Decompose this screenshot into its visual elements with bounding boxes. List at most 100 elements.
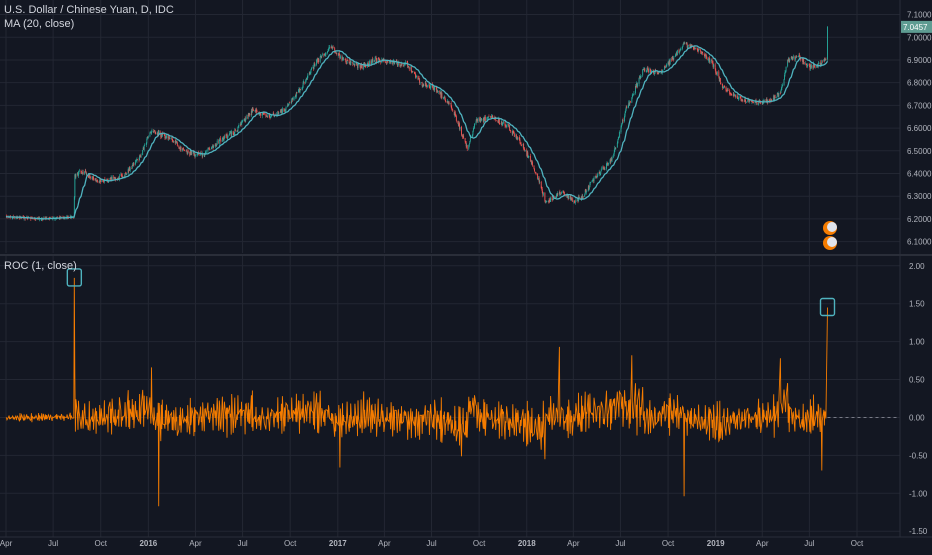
candle	[140, 155, 142, 158]
candle	[635, 85, 637, 87]
candle	[298, 88, 300, 90]
candle	[180, 146, 182, 151]
candle	[356, 63, 358, 65]
candle	[113, 177, 115, 179]
candle	[802, 59, 804, 62]
candle	[792, 56, 794, 58]
price-tick-label: 6.4000	[907, 170, 932, 179]
candle	[596, 176, 598, 178]
candle	[680, 48, 681, 51]
candle	[472, 130, 474, 135]
candle	[545, 201, 547, 203]
candle	[410, 67, 412, 70]
candle	[646, 69, 648, 72]
candle	[778, 92, 780, 97]
candle	[512, 130, 514, 134]
candle	[733, 93, 735, 96]
candle	[172, 140, 174, 143]
x-tick-label: Apr	[189, 539, 202, 548]
candle	[232, 130, 234, 135]
candle	[407, 62, 409, 68]
candle	[164, 136, 166, 139]
candle	[555, 197, 557, 199]
candle	[19, 217, 20, 219]
candle	[599, 173, 601, 174]
candle	[372, 60, 374, 62]
candle	[589, 183, 591, 188]
candle	[567, 195, 569, 198]
candle	[215, 144, 217, 146]
roc-legend[interactable]: ROC (1, close)	[4, 260, 77, 272]
candle	[679, 50, 681, 52]
candle	[825, 58, 827, 60]
candle	[324, 54, 326, 56]
candle	[495, 120, 497, 121]
ma-legend[interactable]: MA (20, close)	[4, 18, 75, 30]
candle	[136, 159, 138, 162]
candle	[280, 111, 282, 113]
candle	[167, 135, 169, 139]
candle	[466, 145, 468, 150]
candle	[752, 101, 754, 103]
candle	[823, 59, 825, 62]
candle	[723, 85, 725, 88]
candle	[789, 58, 791, 61]
candle	[638, 77, 640, 85]
candle	[164, 135, 166, 139]
candle	[657, 72, 659, 74]
candle	[193, 153, 195, 156]
candle	[251, 110, 253, 113]
candle	[147, 137, 149, 139]
symbol-title[interactable]: U.S. Dollar / Chinese Yuan, D, IDC	[4, 4, 174, 16]
candle	[668, 62, 670, 65]
roc-line	[5, 277, 828, 507]
candle	[479, 118, 481, 121]
candle	[437, 91, 439, 93]
candle	[189, 151, 191, 156]
candle	[429, 88, 431, 89]
candle	[128, 169, 130, 172]
candle	[266, 115, 268, 117]
roc-tick-label: 0.00	[909, 413, 925, 422]
candle	[443, 96, 445, 98]
candle	[801, 59, 803, 61]
candle	[406, 61, 408, 64]
candle	[203, 153, 205, 157]
candle	[713, 64, 715, 67]
candle	[280, 109, 282, 113]
candle	[631, 94, 633, 98]
candle	[306, 78, 308, 80]
candle	[748, 100, 750, 102]
candle	[424, 83, 426, 86]
candle	[186, 150, 188, 154]
candle	[806, 65, 808, 67]
candle	[726, 90, 728, 92]
candle	[517, 137, 519, 139]
candle	[75, 173, 77, 178]
candle	[708, 57, 710, 60]
candle	[480, 118, 482, 121]
candle	[463, 135, 465, 139]
candle	[676, 52, 678, 55]
candle	[613, 151, 615, 154]
candle	[324, 53, 326, 56]
candle	[262, 112, 264, 114]
candle	[662, 69, 664, 71]
candle	[281, 108, 283, 114]
candle	[82, 171, 84, 174]
candle	[252, 109, 254, 111]
candle	[397, 64, 399, 66]
candle	[738, 96, 740, 99]
candle	[566, 194, 568, 198]
candle	[523, 144, 525, 149]
candle	[284, 109, 285, 111]
candle	[419, 82, 421, 84]
candle	[244, 118, 246, 120]
candle	[277, 111, 279, 114]
candle	[392, 61, 394, 64]
x-tick-label: Jul	[48, 539, 58, 548]
candle	[741, 99, 743, 102]
candle	[327, 51, 329, 52]
